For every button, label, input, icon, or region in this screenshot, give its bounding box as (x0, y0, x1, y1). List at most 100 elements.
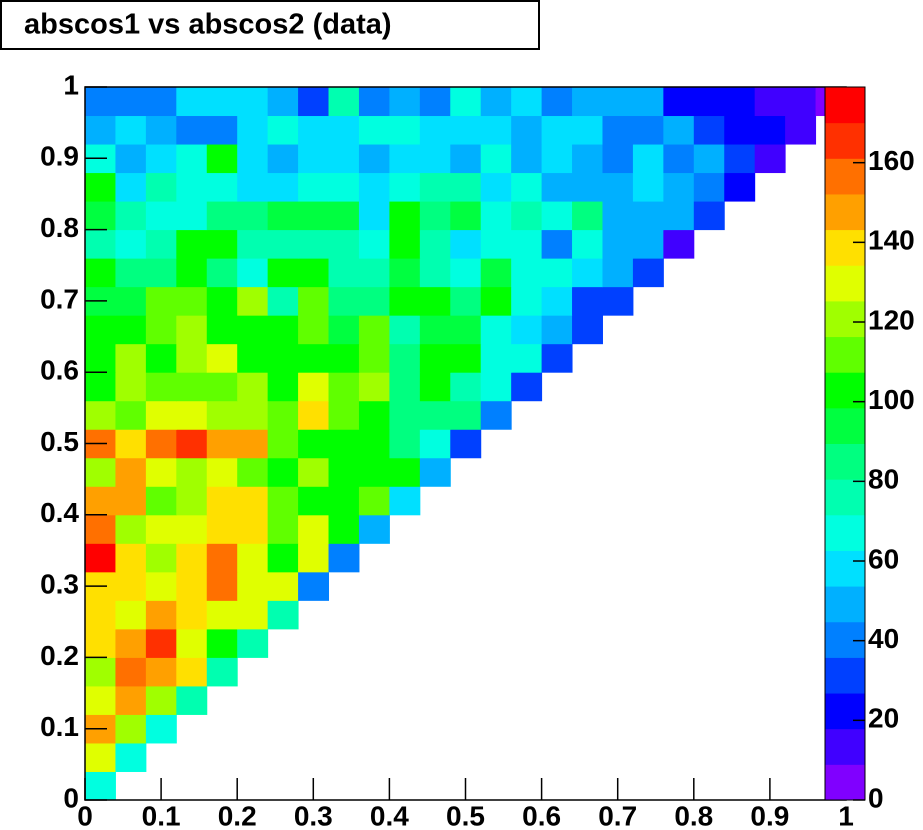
heatmap-cell (541, 87, 573, 117)
heatmap-cell (298, 258, 330, 288)
heatmap-cell (480, 400, 512, 430)
heatmap-cell (511, 229, 543, 259)
heatmap-cell (358, 172, 390, 202)
heatmap-cell (206, 115, 238, 145)
heatmap-cell (85, 115, 116, 145)
heatmap-cell (298, 429, 330, 459)
heatmap-cell (298, 571, 330, 601)
heatmap-cell (115, 201, 147, 231)
heatmap-cell (145, 258, 177, 288)
heatmap-cell (389, 258, 421, 288)
heatmap-cell (115, 87, 147, 117)
heatmap-cell (693, 115, 725, 145)
heatmap-cell (358, 115, 390, 145)
heatmap-cell (85, 486, 116, 516)
heatmap-cell (480, 229, 512, 259)
palette-band (825, 479, 865, 516)
heatmap-cell (115, 628, 147, 658)
heatmap-cell (206, 172, 238, 202)
heatmap-cell (450, 258, 482, 288)
heatmap-cell (267, 600, 299, 630)
heatmap-cell (358, 457, 390, 487)
heatmap-cell (115, 600, 147, 630)
heatmap-cell (450, 372, 482, 402)
heatmap-cell (237, 201, 269, 231)
heatmap-cell (298, 457, 330, 487)
heatmap-cell (298, 115, 330, 145)
heatmap-cell (206, 343, 238, 373)
heatmap-cell (511, 286, 543, 316)
heatmap-cell (267, 315, 299, 345)
heatmap-cell (724, 144, 756, 174)
heatmap-cell (85, 600, 116, 630)
heatmap-cell (358, 229, 390, 259)
heatmap-cell (206, 486, 238, 516)
heatmap-cell (145, 315, 177, 345)
heatmap-cell (115, 115, 147, 145)
heatmap-cell (693, 87, 725, 117)
x-tick-label: 0 (77, 800, 93, 830)
heatmap-cell (267, 115, 299, 145)
heatmap-cell (115, 144, 147, 174)
z-tick-label: 120 (868, 304, 915, 335)
heatmap-cell (237, 514, 269, 544)
heatmap-cell (298, 514, 330, 544)
heatmap-cell (267, 571, 299, 601)
heatmap-cell (328, 172, 360, 202)
heatmap-cell (145, 201, 177, 231)
heatmap-cell (785, 87, 817, 117)
heatmap-cell (389, 201, 421, 231)
heatmap-cell (267, 343, 299, 373)
heatmap-cell (145, 457, 177, 487)
heatmap-cell (632, 115, 664, 145)
heatmap-cell (419, 286, 451, 316)
y-tick-label: 0.6 (40, 355, 79, 386)
heatmap-cell (206, 600, 238, 630)
heatmap-cell (176, 315, 208, 345)
heatmap-cell (450, 144, 482, 174)
heatmap-cell (176, 543, 208, 573)
heatmap-cell (206, 400, 238, 430)
y-tick-label: 0.5 (40, 426, 79, 457)
heatmap-cell (267, 87, 299, 117)
heatmap-cell (389, 115, 421, 145)
heatmap-cell (328, 315, 360, 345)
heatmap-cell (115, 457, 147, 487)
heatmap-cell (602, 258, 634, 288)
heatmap-cell (115, 343, 147, 373)
heatmap-cell (237, 286, 269, 316)
y-tick-label: 1 (63, 69, 79, 100)
heatmap-cell (145, 628, 177, 658)
heatmap-cell (328, 429, 360, 459)
heatmap-cell (480, 172, 512, 202)
heatmap-cell (145, 685, 177, 715)
x-tick-label: 0.7 (598, 800, 637, 830)
heatmap-cell (176, 201, 208, 231)
heatmap-cell (632, 229, 664, 259)
heatmap-cell (237, 172, 269, 202)
heatmap-cell (206, 628, 238, 658)
y-tick-label: 0.7 (40, 283, 79, 314)
heatmap-cell (85, 657, 116, 687)
palette-band (825, 443, 865, 480)
heatmap-cell (389, 372, 421, 402)
heatmap-cell (358, 144, 390, 174)
heatmap-cell (267, 229, 299, 259)
heatmap-cell (85, 400, 116, 430)
heatmap-cell (237, 87, 269, 117)
heatmap-cell (298, 543, 330, 573)
heatmap-cell (176, 87, 208, 117)
heatmap-cell (572, 229, 603, 259)
heatmap-cell (572, 172, 603, 202)
heatmap-cell (358, 258, 390, 288)
heatmap-cell (267, 486, 299, 516)
heatmap-cell (298, 486, 330, 516)
heatmap-cell (145, 229, 177, 259)
heatmap-cell (389, 315, 421, 345)
y-tick-label: 0.4 (40, 497, 79, 528)
heatmap-cell (419, 400, 451, 430)
heatmap-cell (419, 172, 451, 202)
heatmap-cell (115, 685, 147, 715)
heatmap-cell (328, 286, 360, 316)
heatmap-cell (328, 457, 360, 487)
